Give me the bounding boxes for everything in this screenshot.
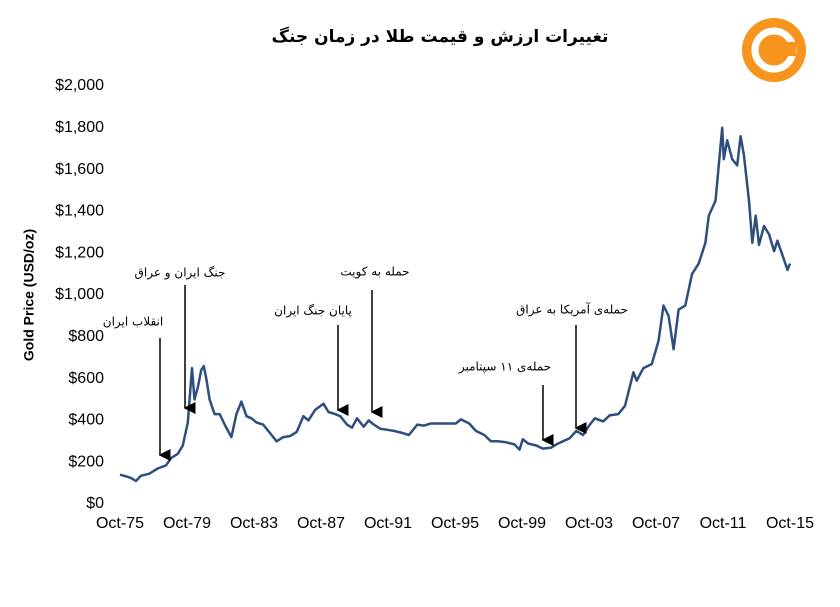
chart-title: تغییرات ارزش و قیمت طلا در زمان جنگ [272, 26, 609, 47]
x-tick-label: Oct-91 [364, 515, 412, 532]
y-axis-label: Gold Price (USD/oz) [21, 229, 37, 361]
y-tick-label: $600 [68, 370, 104, 387]
y-tick-label: $0 [86, 495, 104, 512]
annotation: حمله به کویت [340, 265, 409, 280]
logo [742, 18, 806, 82]
price-line [119, 126, 792, 483]
x-tick-label: Oct-75 [96, 515, 144, 532]
x-tick-label: Oct-99 [498, 515, 546, 532]
x-tick-label: Oct-87 [297, 515, 345, 532]
y-tick-label: $800 [68, 328, 104, 345]
y-tick-label: $1,200 [55, 244, 104, 261]
y-tick-label: $400 [68, 412, 104, 429]
x-tick-label: Oct-03 [565, 515, 613, 532]
y-tick-label: $200 [68, 453, 104, 470]
y-tick-label: $1,800 [55, 119, 104, 136]
x-tick-label: Oct-11 [700, 515, 747, 532]
y-tick-label: $2,000 [55, 77, 104, 94]
x-tick-label: Oct-79 [163, 515, 211, 532]
x-tick-label: Oct-83 [230, 515, 278, 532]
x-tick-label: Oct-07 [632, 515, 680, 532]
y-tick-label: $1,000 [55, 286, 104, 303]
y-tick-label: $1,400 [55, 203, 104, 220]
annotation: حمله‌ی آمریکا به عراق [516, 302, 628, 318]
annotation: انقلاب ایران [103, 315, 163, 330]
annotation: حمله‌ی ۱۱ سپتامبر [458, 360, 551, 375]
x-tick-label: Oct-95 [431, 515, 479, 532]
y-tick-label: $1,600 [55, 161, 104, 178]
annotation: جنگ ایران و عراق [135, 266, 226, 281]
x-tick-label: Oct-15 [766, 515, 814, 532]
annotation: پایان جنگ ایران [274, 304, 352, 319]
